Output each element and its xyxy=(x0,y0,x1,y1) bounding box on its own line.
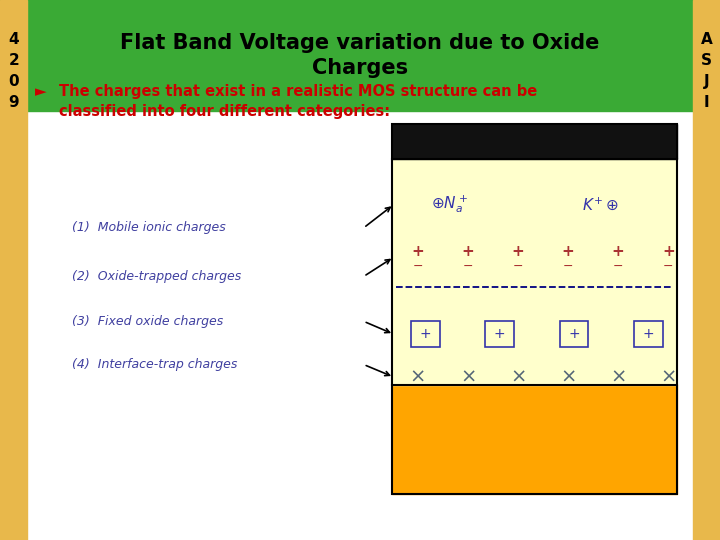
Text: +: + xyxy=(562,244,575,259)
Text: +: + xyxy=(494,327,505,341)
Text: $K^{+}\oplus$: $K^{+}\oplus$ xyxy=(582,196,618,213)
Text: $\oplus N_a^+$: $\oplus N_a^+$ xyxy=(431,193,468,215)
Text: The charges that exist in a realistic MOS structure can be
classified into four : The charges that exist in a realistic MO… xyxy=(59,84,537,119)
Text: −: − xyxy=(413,260,423,273)
Text: (3)  Fixed oxide charges: (3) Fixed oxide charges xyxy=(72,315,223,328)
Text: +: + xyxy=(642,327,654,341)
Bar xyxy=(693,0,720,540)
Text: +: + xyxy=(512,244,524,259)
Text: ×: × xyxy=(410,368,426,387)
Bar xyxy=(0,0,27,540)
Bar xyxy=(559,321,588,347)
Text: +: + xyxy=(568,327,580,341)
Text: (1)  Mobile ionic charges: (1) Mobile ionic charges xyxy=(72,221,226,234)
Text: ×: × xyxy=(460,368,476,387)
Text: (2)  Oxide-trapped charges: (2) Oxide-trapped charges xyxy=(72,270,241,283)
Bar xyxy=(410,321,439,347)
Text: +: + xyxy=(662,244,675,259)
Text: −: − xyxy=(663,260,673,273)
Bar xyxy=(0,0,720,111)
Text: A
S
J
I: A S J I xyxy=(701,32,712,110)
Text: +: + xyxy=(412,244,424,259)
Text: +: + xyxy=(462,244,474,259)
Text: ×: × xyxy=(560,368,576,387)
Bar xyxy=(392,124,677,494)
Text: 4
2
0
9: 4 2 0 9 xyxy=(9,32,19,110)
Bar xyxy=(392,124,677,159)
Text: ×: × xyxy=(510,368,526,387)
Bar xyxy=(392,385,677,494)
Bar xyxy=(392,159,677,385)
Text: +: + xyxy=(612,244,624,259)
Text: −: − xyxy=(563,260,573,273)
Text: ►: ► xyxy=(35,84,46,99)
Text: −: − xyxy=(463,260,473,273)
Text: −: − xyxy=(613,260,624,273)
Text: ×: × xyxy=(610,368,626,387)
Text: ×: × xyxy=(660,368,677,387)
Text: Flat Band Voltage variation due to Oxide
Charges: Flat Band Voltage variation due to Oxide… xyxy=(120,32,600,78)
Bar xyxy=(485,321,514,347)
Text: (4)  Interface-trap charges: (4) Interface-trap charges xyxy=(72,358,238,371)
Text: +: + xyxy=(419,327,431,341)
Text: −: − xyxy=(513,260,523,273)
Bar xyxy=(634,321,663,347)
